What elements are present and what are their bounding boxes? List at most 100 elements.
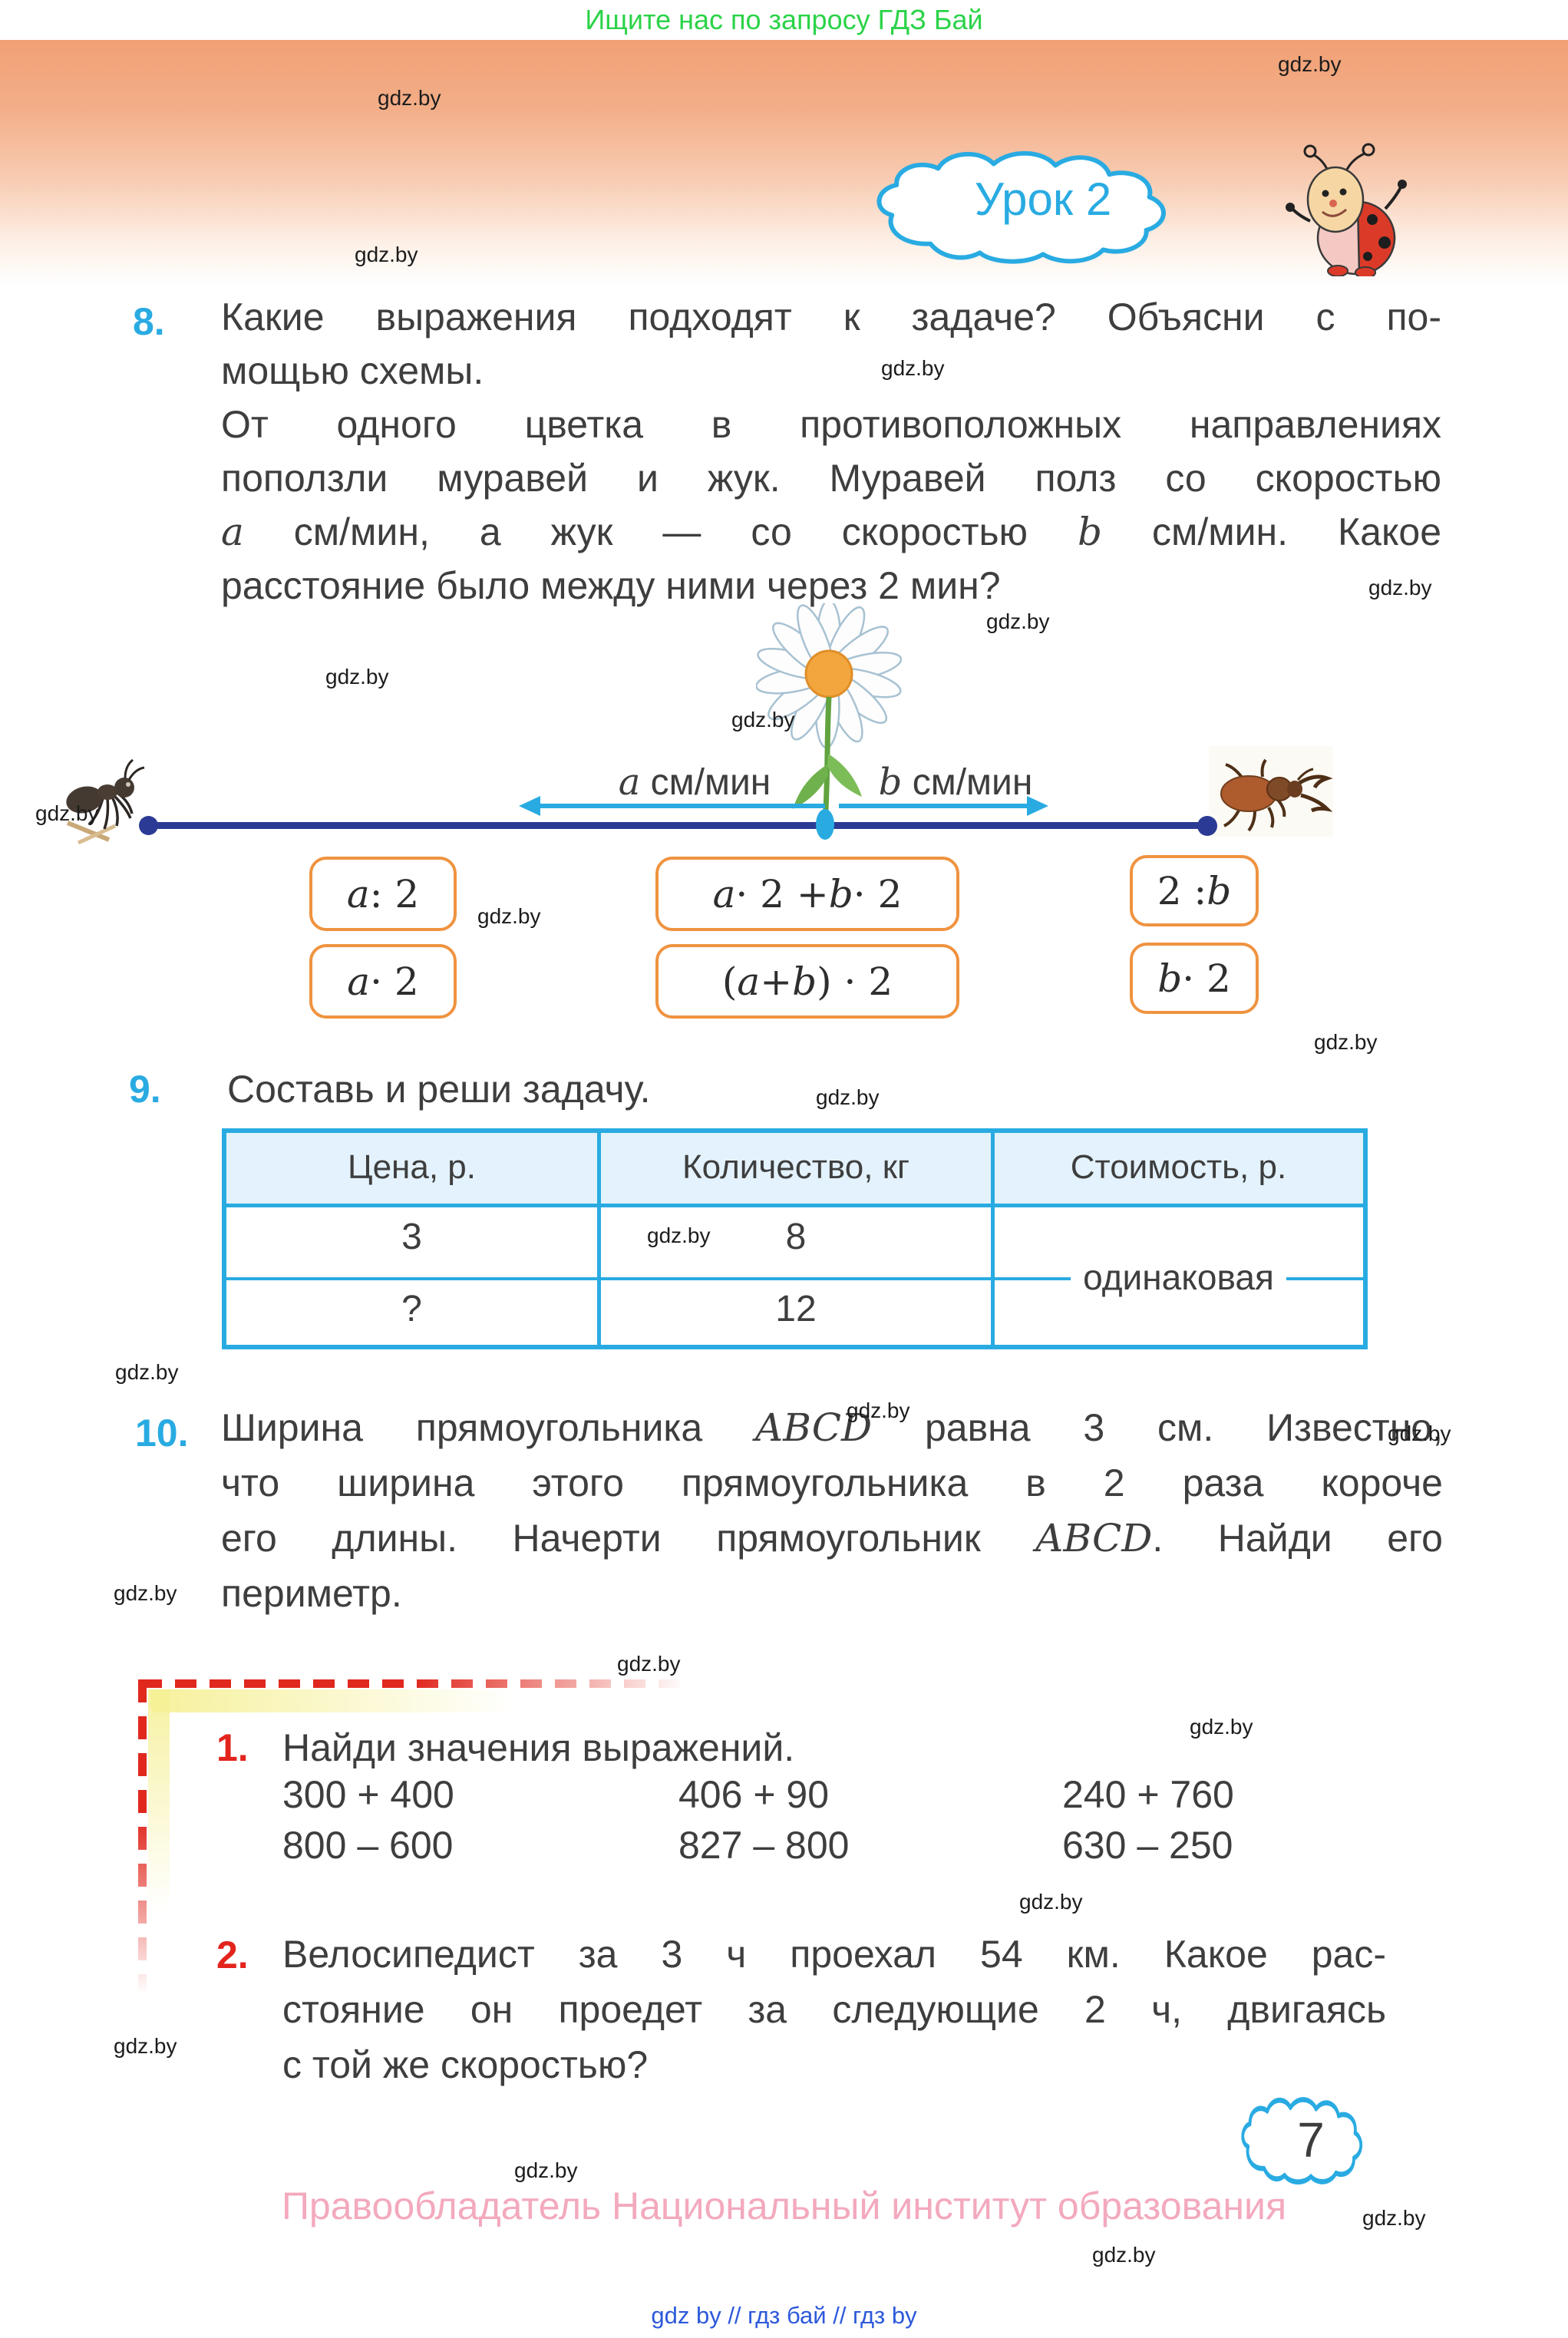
lesson-title: Урок 2 (974, 173, 1112, 225)
copyright-notice: Правообладатель Национальный институт об… (281, 2184, 1287, 2227)
distance-line-left-dot (139, 816, 158, 835)
daisy-flower-icon (756, 603, 902, 822)
watermark: gdz.by (617, 1652, 681, 1676)
expression-box: a · 2 (309, 944, 457, 1019)
worksheet-expression: 406 + 90 (678, 1773, 830, 1816)
problem-10-number: 10. (135, 1412, 189, 1455)
worksheet-problem-2-text: Велосипедист за 3 ч проехал 54 км. Какое… (282, 1927, 1386, 2092)
problem-8-line: расстояние было между ними через 2 мин? (221, 564, 1001, 607)
price-table-merged-cell: одинаковая (994, 1256, 1363, 1299)
watermark: gdz.by (731, 708, 795, 731)
problem-10-line: его длины. Начерти прямоугольник ABCD. Н… (221, 1516, 1443, 1560)
page-number: 7 (1297, 2112, 1325, 2168)
price-table-header-cell: Количество, кг (682, 1148, 910, 1186)
worksheet-problem-1-title: Найди значения выражений. (282, 1726, 795, 1769)
watermark: gdz.by (1190, 1715, 1253, 1739)
problem-8-line: От одного цветка в противоположных напра… (221, 403, 1441, 446)
worksheet-problem-2-line: с той же скоростью? (282, 2043, 649, 2086)
worksheet-expression: 240 + 760 (1062, 1773, 1234, 1816)
watermark: gdz.by (114, 2034, 177, 2058)
lesson-cloud-icon (876, 150, 1166, 264)
watermark: gdz.by (1362, 2206, 1426, 2230)
expression-box: a · 2 + b · 2 (655, 857, 959, 931)
watermark: gdz.by (115, 1360, 179, 1384)
watermark: gdz.by (647, 1223, 711, 1247)
worksheet-expression: 827 – 800 (678, 1824, 850, 1867)
price-table-header-row (226, 1133, 1363, 1207)
worksheet-dashed-border-left (138, 1679, 147, 2021)
footer-links[interactable]: gdz by // гдз бай // гдз by (651, 2302, 917, 2329)
promo-banner: Ищите нас по запросу ГДЗ Бай (0, 0, 1568, 40)
problem-9-number: 9. (129, 1068, 161, 1111)
watermark: gdz.by (325, 665, 389, 689)
watermark: gdz.by (378, 86, 441, 110)
worksheet-dashed-border-top (140, 1679, 747, 1688)
distance-line (147, 822, 1207, 829)
worksheet-expression: 630 – 250 (1062, 1824, 1233, 1867)
distance-line-right-dot (1197, 816, 1217, 836)
expression-box: b · 2 (1130, 943, 1259, 1014)
beetle-icon (1209, 746, 1333, 837)
problem-10-line: что ширина этого прямоугольника в 2 раза… (221, 1461, 1443, 1504)
speed-arrow-right-head (1027, 796, 1048, 816)
price-table-merged-value: одинаковая (1071, 1257, 1286, 1298)
speed-label-left: a см/мин (618, 761, 771, 804)
watermark: gdz.by (1388, 1422, 1451, 1445)
page-number-cloud-icon (1241, 2097, 1363, 2184)
price-table-row-divider (226, 1277, 1363, 1280)
problem-8-number: 8. (133, 300, 165, 343)
watermark: gdz.by (986, 609, 1050, 633)
speed-label-right: b см/мин (878, 761, 1033, 804)
watermark: gdz.by (1314, 1030, 1378, 1054)
watermark: gdz.by (514, 2158, 578, 2182)
watermark: gdz.by (1368, 576, 1432, 599)
watermark: gdz.by (114, 1581, 177, 1605)
problem-8-line: a см/мин, а жук — со скоростью b см/мин.… (221, 510, 1442, 554)
watermark: gdz.by (1019, 1890, 1083, 1914)
promo-banner-text: Ищите нас по запросу ГДЗ Бай (585, 4, 983, 35)
price-table-cell: 12 (775, 1289, 817, 1329)
problem-10-text: Ширина прямоугольника ABCD равна 3 см. И… (221, 1400, 1443, 1621)
worksheet-border-glow (148, 1689, 170, 1950)
expression-box: 2 : b (1130, 855, 1259, 926)
problem-8-line: мощью схемы. (221, 349, 484, 392)
speed-arrow-left (539, 804, 825, 808)
worksheet-problem-1-number: 1. (216, 1726, 249, 1769)
worksheet-problem-2-number: 2. (216, 1933, 249, 1976)
header-gradient (0, 40, 1568, 286)
price-table: Цена, р. Количество, кг Стоимость, р. 3 … (222, 1128, 1368, 1349)
watermark: gdz.by (847, 1399, 910, 1422)
worksheet-problem-2-line: Велосипедист за 3 ч проехал 54 км. Какое… (282, 1933, 1386, 1976)
problem-10-line: Ширина прямоугольника ABCD равна 3 см. И… (221, 1405, 1444, 1450)
watermark: gdz.by (355, 243, 418, 266)
watermark: gdz.by (881, 356, 945, 380)
expression-box: a : 2 (309, 857, 457, 931)
ladybug-icon (1286, 143, 1407, 276)
speed-arrow-left-head (519, 796, 540, 816)
problem-8-text: Какие выражения подходят к задаче? Объяс… (221, 290, 1441, 613)
flower-point-marker (816, 809, 834, 840)
problem-10-line: периметр. (221, 1572, 402, 1615)
ant-icon (66, 758, 145, 845)
watermark: gdz.by (1092, 2243, 1156, 2267)
price-table-header-cell: Стоимость, р. (1070, 1148, 1287, 1186)
problem-8-line: Какие выражения подходят к задаче? Объяс… (221, 296, 1441, 338)
worksheet-expression: 800 – 600 (282, 1824, 454, 1867)
price-table-cell: ? (401, 1289, 422, 1329)
price-table-column-divider (991, 1133, 995, 1345)
speed-arrow-right (839, 804, 1028, 808)
problem-9-title: Составь и реши задачу. (227, 1068, 651, 1111)
worksheet-border-glow (150, 1689, 580, 1712)
problem-8-line: поползли муравей и жук. Муравей полз со … (221, 457, 1441, 500)
watermark: gdz.by (816, 1085, 880, 1109)
watermark: gdz.by (35, 801, 99, 825)
price-table-cell: 3 (401, 1217, 422, 1257)
watermark: gdz.by (1278, 52, 1342, 76)
price-table-cell: 8 (785, 1217, 807, 1257)
expression-box: (a + b) · 2 (655, 944, 959, 1019)
price-table-column-divider (597, 1133, 601, 1345)
watermark: gdz.by (477, 904, 541, 928)
price-table-header-cell: Цена, р. (348, 1148, 476, 1186)
worksheet-expression: 300 + 400 (282, 1773, 454, 1816)
